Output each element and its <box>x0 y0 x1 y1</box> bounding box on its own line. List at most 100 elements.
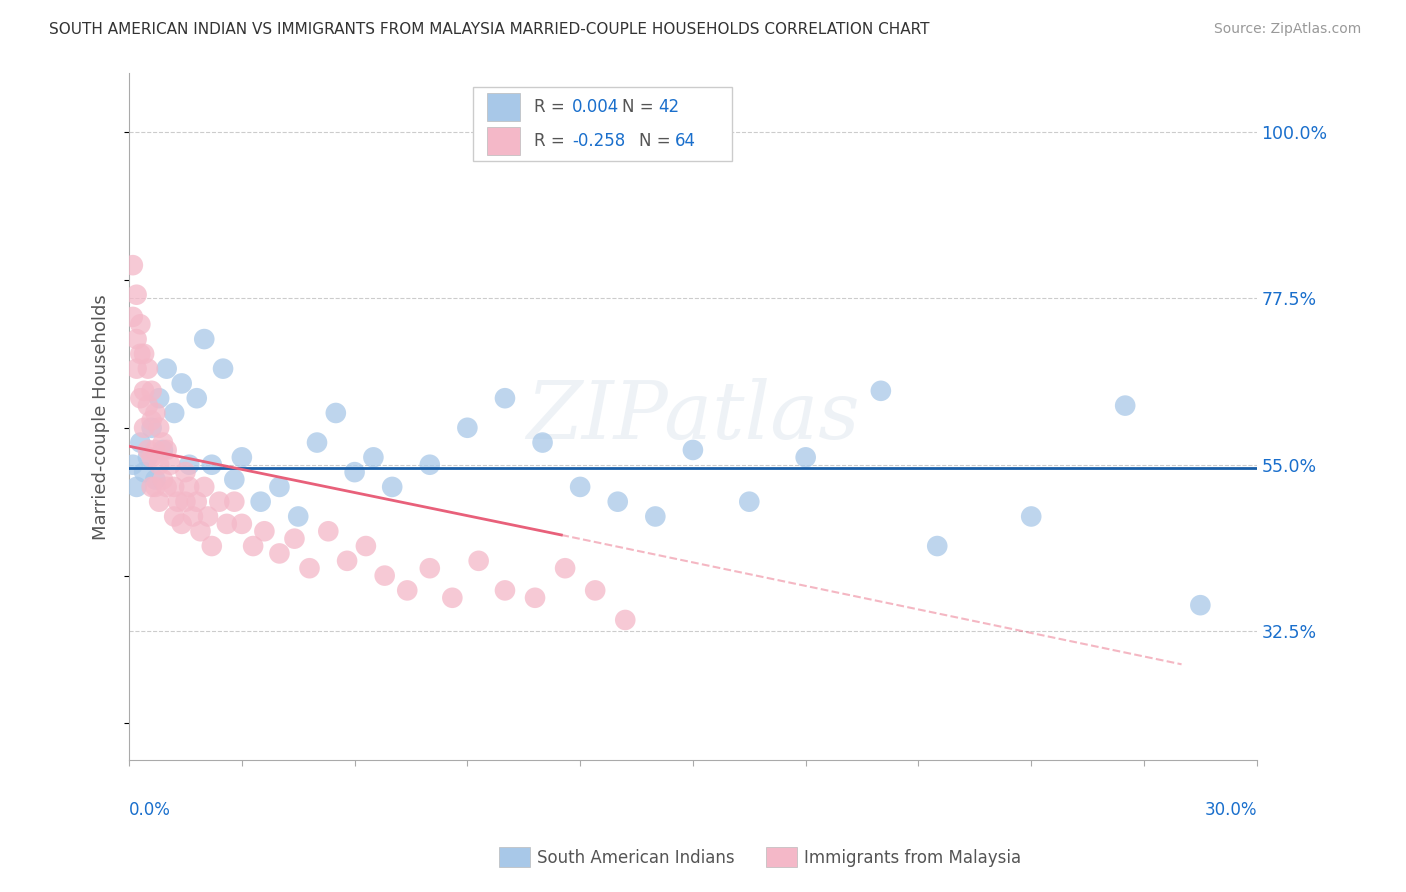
Point <box>181 509 204 524</box>
Point <box>141 413 163 427</box>
Text: 30.0%: 30.0% <box>1205 801 1257 819</box>
Point <box>134 465 156 479</box>
Point <box>644 509 666 524</box>
Point <box>253 524 276 539</box>
Point <box>298 561 321 575</box>
Text: 0.0%: 0.0% <box>129 801 172 819</box>
Point <box>524 591 547 605</box>
Point <box>148 421 170 435</box>
Point <box>174 465 197 479</box>
Point <box>224 473 246 487</box>
Text: South American Indians: South American Indians <box>537 849 735 867</box>
Point <box>283 532 305 546</box>
Point <box>396 583 419 598</box>
Point <box>179 458 201 472</box>
Point <box>145 442 167 457</box>
Point <box>152 435 174 450</box>
Point <box>201 458 224 472</box>
Point <box>129 318 152 332</box>
Point <box>456 421 478 435</box>
Point <box>531 435 554 450</box>
Point <box>287 509 309 524</box>
Point <box>231 516 253 531</box>
Point <box>121 458 143 472</box>
Point <box>682 442 704 457</box>
Point <box>145 406 167 420</box>
Point <box>201 539 224 553</box>
Point <box>305 435 328 450</box>
Point <box>163 480 186 494</box>
Point <box>129 435 152 450</box>
Point <box>363 450 385 465</box>
Point <box>148 458 170 472</box>
Point <box>141 480 163 494</box>
Point <box>249 494 271 508</box>
FancyBboxPatch shape <box>472 87 733 161</box>
Point <box>167 494 190 508</box>
Point <box>125 480 148 494</box>
Point <box>193 480 215 494</box>
Point <box>224 494 246 508</box>
Point <box>129 391 152 405</box>
Point <box>170 376 193 391</box>
Point <box>554 561 576 575</box>
Point <box>193 332 215 346</box>
Point <box>159 458 181 472</box>
Point <box>231 450 253 465</box>
Point <box>136 361 159 376</box>
Point <box>129 347 152 361</box>
Point <box>136 442 159 457</box>
Point <box>156 442 179 457</box>
Point <box>174 494 197 508</box>
Point <box>381 480 404 494</box>
Point <box>121 310 143 324</box>
Text: Immigrants from Malaysia: Immigrants from Malaysia <box>804 849 1021 867</box>
Point <box>336 554 359 568</box>
Point <box>927 539 949 553</box>
Point <box>1189 598 1212 612</box>
Point <box>467 554 489 568</box>
Point <box>316 524 339 539</box>
Point <box>1019 509 1042 524</box>
Y-axis label: Married-couple Households: Married-couple Households <box>93 293 110 540</box>
FancyBboxPatch shape <box>486 128 520 154</box>
Point <box>121 258 143 272</box>
Point <box>186 494 208 508</box>
Point <box>614 613 637 627</box>
Point <box>1114 399 1136 413</box>
Text: 64: 64 <box>675 132 696 150</box>
Point <box>152 442 174 457</box>
Point <box>494 583 516 598</box>
Point <box>179 480 201 494</box>
Text: 0.004: 0.004 <box>572 98 620 116</box>
Text: SOUTH AMERICAN INDIAN VS IMMIGRANTS FROM MALAYSIA MARRIED-COUPLE HOUSEHOLDS CORR: SOUTH AMERICAN INDIAN VS IMMIGRANTS FROM… <box>49 22 929 37</box>
Point <box>606 494 628 508</box>
Point <box>163 406 186 420</box>
Point <box>148 391 170 405</box>
Point <box>125 332 148 346</box>
Point <box>156 361 179 376</box>
Point <box>419 458 441 472</box>
Point <box>354 539 377 553</box>
Point <box>738 494 761 508</box>
Point <box>136 450 159 465</box>
Point <box>141 421 163 435</box>
Point <box>794 450 817 465</box>
Point <box>163 509 186 524</box>
Text: R =: R = <box>534 98 569 116</box>
Point <box>343 465 366 479</box>
Text: Source: ZipAtlas.com: Source: ZipAtlas.com <box>1213 22 1361 37</box>
Point <box>145 473 167 487</box>
Point <box>145 480 167 494</box>
Point <box>125 287 148 301</box>
Point <box>125 361 148 376</box>
Point <box>141 384 163 398</box>
Point <box>170 516 193 531</box>
Point <box>269 480 291 494</box>
Point <box>186 391 208 405</box>
Point <box>569 480 592 494</box>
Point <box>152 473 174 487</box>
Point <box>325 406 347 420</box>
Point <box>269 546 291 560</box>
Point <box>374 568 396 582</box>
